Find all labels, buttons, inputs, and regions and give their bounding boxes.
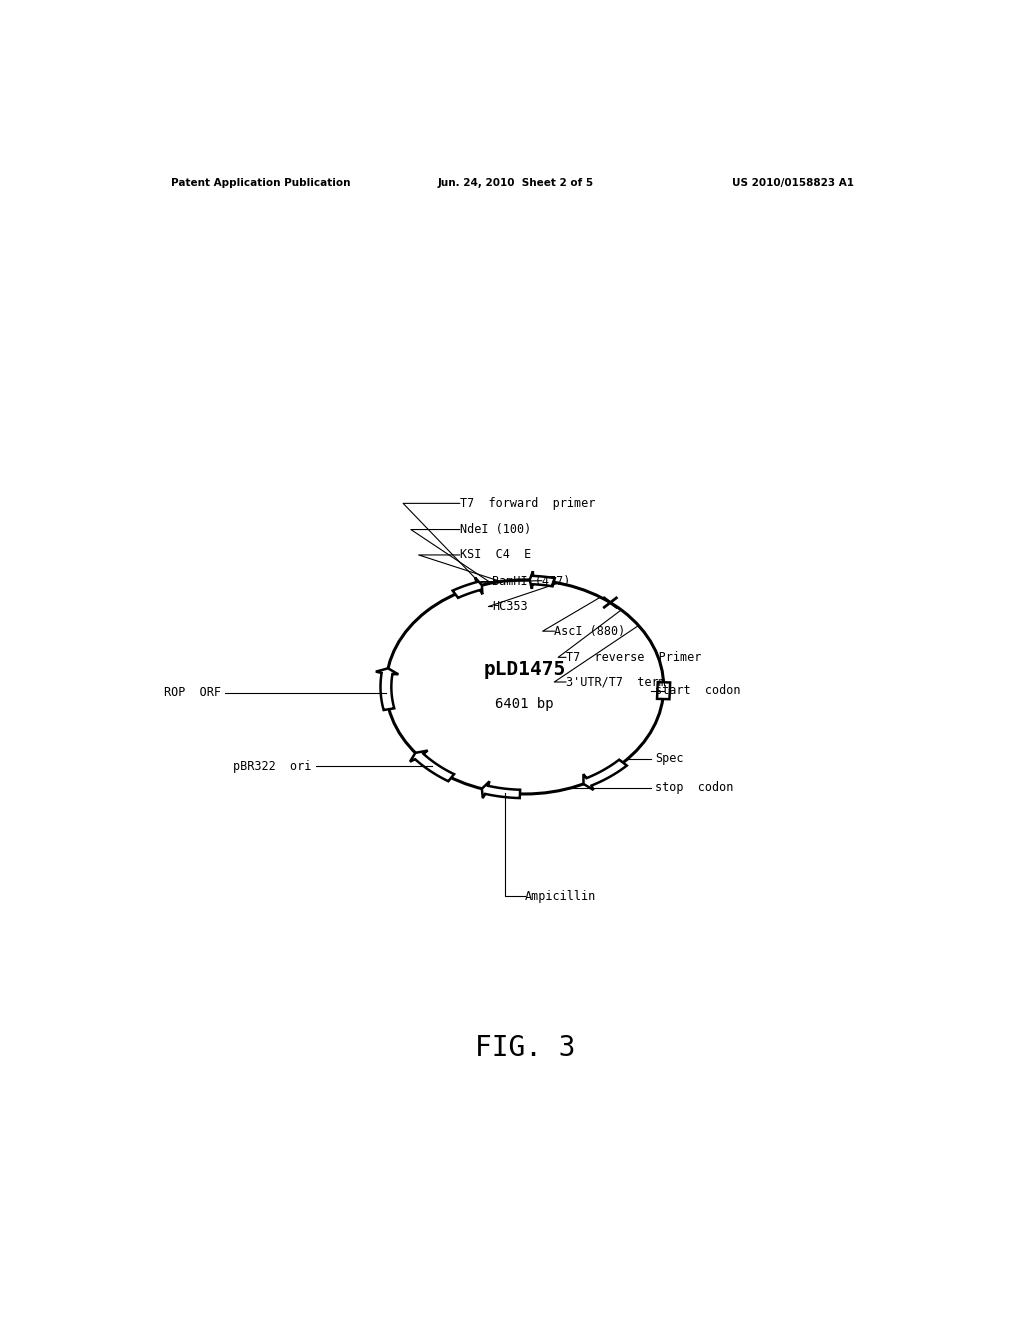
Polygon shape [529,572,555,589]
Text: pLD1475: pLD1475 [483,660,566,680]
Text: US 2010/0158823 A1: US 2010/0158823 A1 [732,178,854,187]
Text: NdeI (100): NdeI (100) [460,523,531,536]
Text: start  codon: start codon [655,684,740,697]
Text: Jun. 24, 2010  Sheet 2 of 5: Jun. 24, 2010 Sheet 2 of 5 [438,178,594,187]
Text: 6401 bp: 6401 bp [496,697,554,711]
Text: 3'UTR/T7  term: 3'UTR/T7 term [566,676,666,689]
Polygon shape [453,578,482,598]
Polygon shape [657,682,670,700]
Polygon shape [482,781,520,799]
Text: T7  reverse  Primer: T7 reverse Primer [566,651,701,664]
Text: KSI  C4  E: KSI C4 E [460,548,531,561]
Text: Ampicillin: Ampicillin [524,890,596,903]
Text: AscI (880): AscI (880) [554,624,626,638]
Text: T7  forward  primer: T7 forward primer [460,496,595,510]
Text: pBR322  ori: pBR322 ori [233,760,311,774]
Text: Patent Application Publication: Patent Application Publication [171,178,350,187]
Text: stop  codon: stop codon [655,781,733,795]
Polygon shape [410,751,454,781]
Polygon shape [584,760,627,789]
Text: BamHI (477): BamHI (477) [493,576,570,589]
Polygon shape [376,668,398,710]
Text: Spec: Spec [655,752,683,766]
Text: FIG. 3: FIG. 3 [474,1034,575,1061]
Text: ROP  ORF: ROP ORF [164,686,221,700]
Text: HC353: HC353 [493,601,528,612]
